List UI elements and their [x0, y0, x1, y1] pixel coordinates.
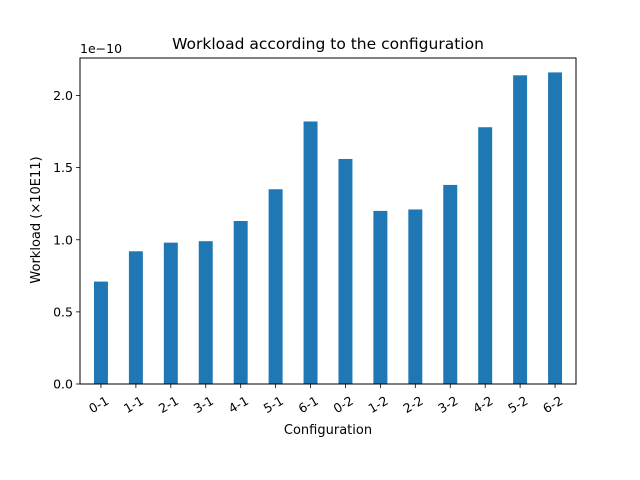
y-offset-label: 1e−10 — [80, 41, 122, 56]
bar-3-1 — [198, 241, 213, 384]
chart-title: Workload according to the configuration — [172, 35, 484, 53]
bar-5-1 — [268, 189, 283, 384]
bar-0-1 — [93, 281, 108, 384]
y-tick-label: 0.5 — [53, 304, 73, 319]
y-tick-label: 1.0 — [53, 232, 73, 247]
y-axis-label: Workload (×10E11) — [29, 156, 44, 283]
bars-group — [93, 72, 563, 385]
y-tick-label: 0.0 — [53, 377, 73, 392]
bar-4-2 — [478, 127, 493, 384]
bar-6-1 — [303, 121, 318, 384]
x-axis-label: Configuration — [284, 423, 372, 438]
bar-4-1 — [233, 221, 248, 384]
bar-0-2 — [338, 158, 353, 384]
bar-2-2 — [408, 209, 423, 384]
y-tick-label: 1.5 — [53, 160, 73, 175]
bar-3-2 — [443, 184, 458, 384]
bar-2-1 — [163, 242, 178, 384]
y-tick-label: 2.0 — [53, 88, 73, 103]
y-axis-ticks: 0.0 0.5 1.0 1.5 2.0 — [53, 88, 80, 392]
bar-1-1 — [128, 251, 143, 384]
bar-6-2 — [548, 72, 563, 385]
bar-1-2 — [373, 210, 388, 384]
plot-frame — [79, 57, 577, 385]
bar-5-2 — [513, 75, 528, 384]
